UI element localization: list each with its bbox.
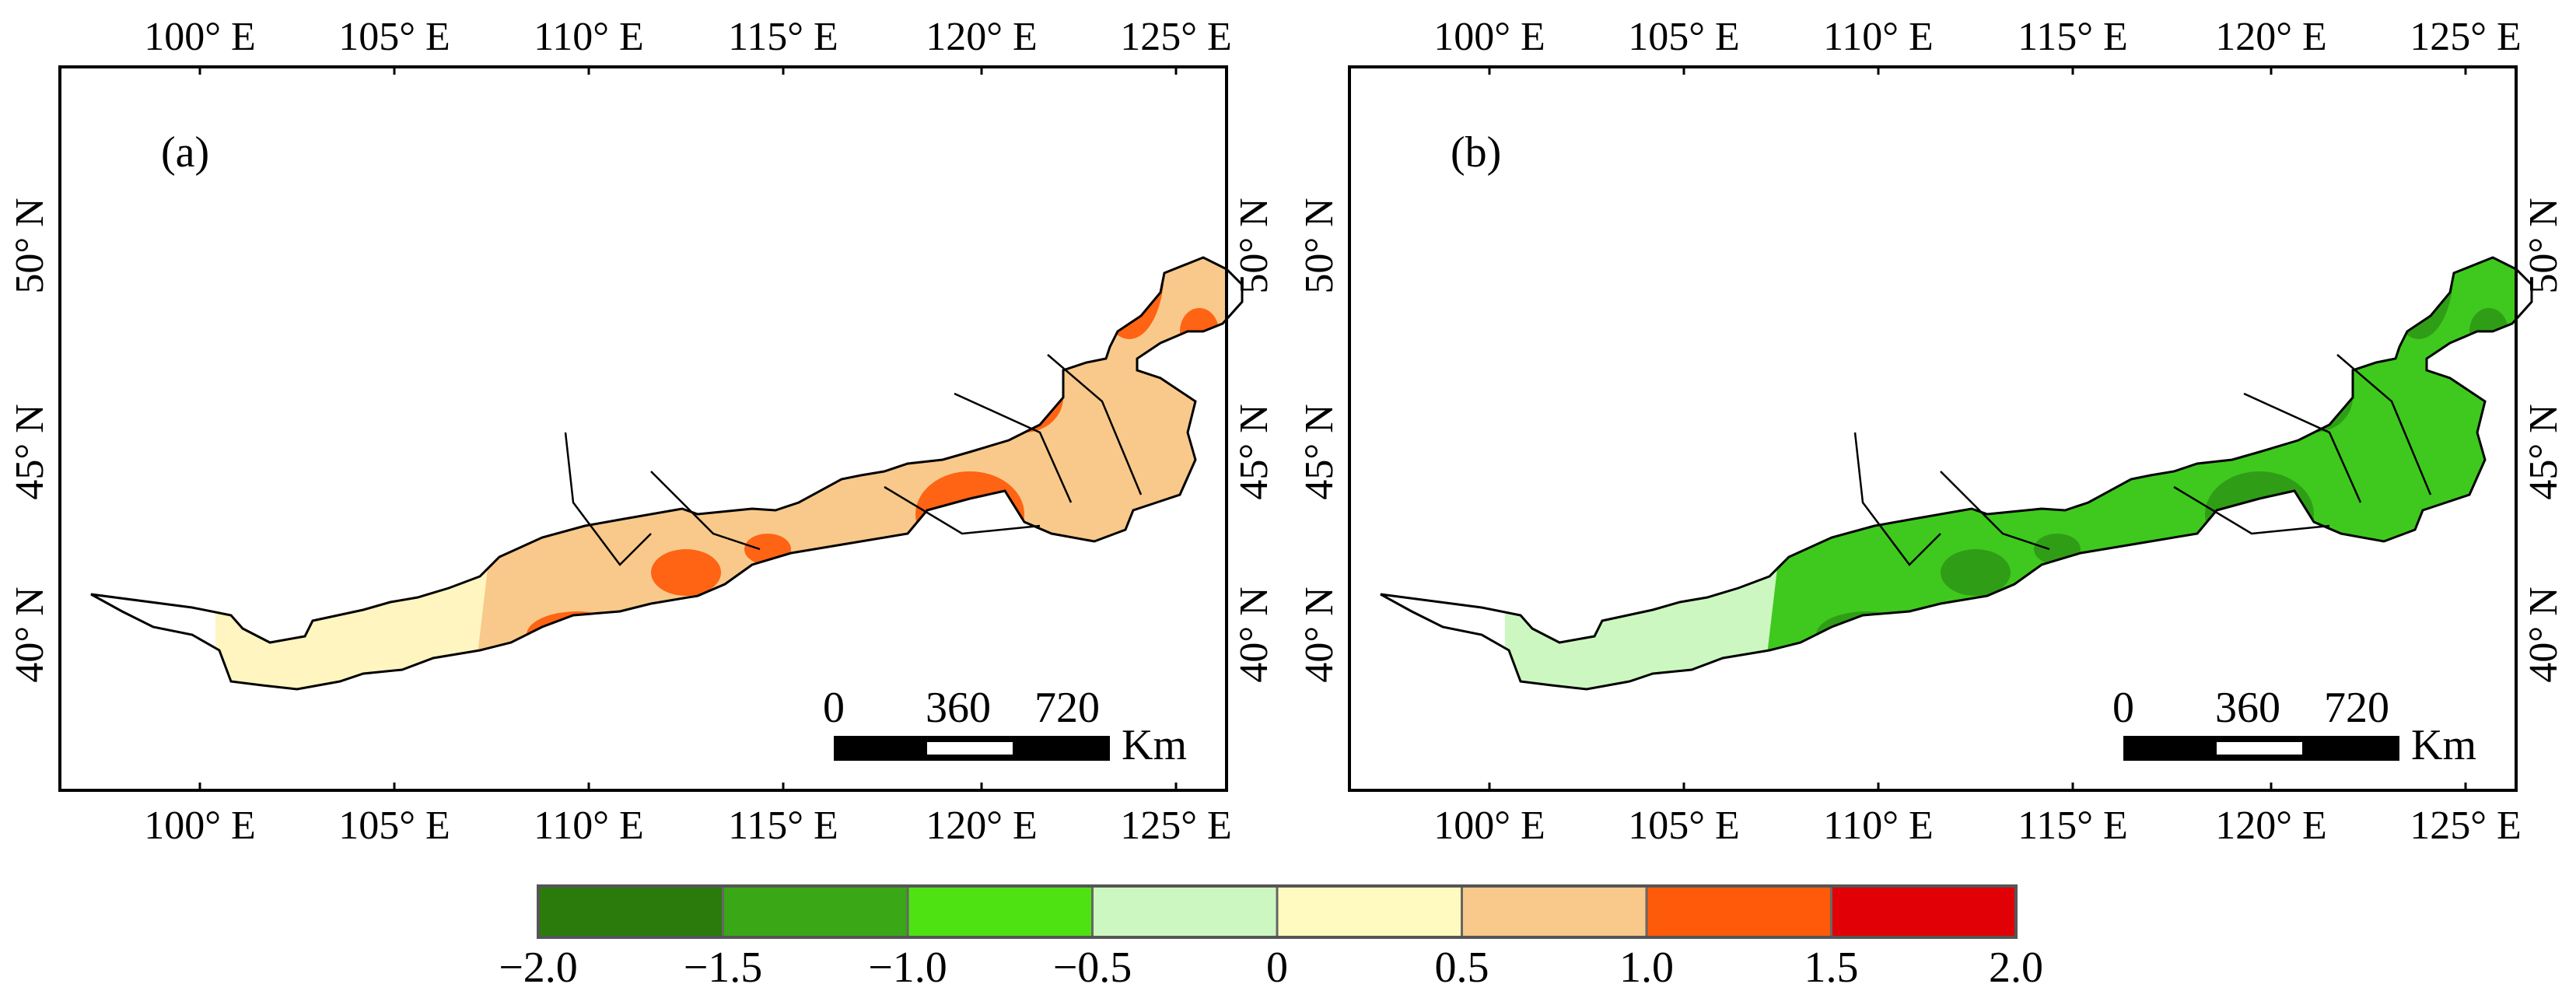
legend-swatch <box>1645 884 1832 939</box>
legend-swatch <box>906 884 1094 939</box>
legend-label: 0 <box>1266 944 1288 992</box>
lon-tick-bottom: 105° E <box>1628 804 1740 848</box>
province-boundary <box>1940 471 2050 551</box>
lon-tick-top: 120° E <box>926 15 1038 59</box>
lat-tick-left: 45° N <box>1297 404 1342 499</box>
legend-swatch <box>1461 884 1648 939</box>
province-boundary <box>954 392 1073 503</box>
panel-label: (a) <box>161 128 209 177</box>
lon-tick-bottom: 125° E <box>1120 804 1232 848</box>
province-boundary <box>1047 354 1143 495</box>
lat-tick-right: 45° N <box>1232 404 1276 499</box>
legend-border <box>537 884 2018 939</box>
lon-tick-bottom: 125° E <box>2410 804 2522 848</box>
lon-tick-top: 105° E <box>1628 15 1740 59</box>
lon-tick-bottom: 110° E <box>1823 804 1934 848</box>
scale-bar-label: 0 <box>2112 684 2134 732</box>
lon-tick-bottom: 115° E <box>728 804 838 848</box>
lat-tick-right: 40° N <box>1232 587 1276 682</box>
scale-bar-label: 360 <box>2215 684 2280 732</box>
province-boundary <box>1853 432 1941 566</box>
legend-label: 2.0 <box>1989 944 2043 992</box>
lon-tick-bottom: 115° E <box>2018 804 2128 848</box>
scale-bar-unit: Km <box>1122 721 1187 769</box>
lon-tick-bottom: 120° E <box>2215 804 2327 848</box>
lon-tick-top: 100° E <box>1433 15 1545 59</box>
legend-swatch <box>1091 884 1279 939</box>
lat-tick-left: 40° N <box>8 587 52 682</box>
legend-label: 1.5 <box>1804 944 1859 992</box>
lon-tick-bottom: 100° E <box>144 804 256 848</box>
lon-tick-top: 115° E <box>2018 15 2128 59</box>
lon-tick-top: 120° E <box>2215 15 2327 59</box>
lat-tick-left: 50° N <box>1297 198 1342 293</box>
legend-label: −1.5 <box>684 944 763 992</box>
scale-bar-segment <box>927 742 1013 755</box>
scale-bar-label: 360 <box>926 684 991 732</box>
scale-bar-unit: Km <box>2411 721 2476 769</box>
lon-tick-top: 115° E <box>728 15 838 59</box>
map-frame <box>58 65 1228 792</box>
lon-tick-top: 105° E <box>338 15 450 59</box>
legend-label: 0.5 <box>1435 944 1489 992</box>
lon-tick-top: 100° E <box>144 15 256 59</box>
province-boundary <box>2243 392 2362 503</box>
province-boundary <box>884 485 1041 535</box>
lon-tick-top: 125° E <box>2410 15 2522 59</box>
panel-b: (b) 100° E 100° E 105° E 105° E 110° E 110° E 1… <box>1297 15 2566 848</box>
lat-tick-right: 45° N <box>2522 404 2566 499</box>
lat-tick-right: 50° N <box>2522 198 2566 293</box>
lon-tick-top: 110° E <box>534 15 644 59</box>
scale-bar-label: 720 <box>1034 684 1100 732</box>
legend-swatch <box>537 884 724 939</box>
lon-tick-bottom: 110° E <box>534 804 644 848</box>
lat-tick-left: 45° N <box>8 404 52 499</box>
scale-bar-label: 720 <box>2324 684 2389 732</box>
legend-swatch <box>1830 884 2018 939</box>
legend-swatch <box>1276 884 1463 939</box>
panel-label: (b) <box>1451 128 1501 177</box>
legend-label: −0.5 <box>1053 944 1132 992</box>
lon-tick-top: 110° E <box>1823 15 1934 59</box>
scale-bar-label: 0 <box>823 684 845 732</box>
legend-swatch <box>722 884 909 939</box>
lon-tick-bottom: 100° E <box>1433 804 1545 848</box>
lon-tick-top: 125° E <box>1120 15 1232 59</box>
panel-a: (a) 100° E 100° E 105° E 105° E 110° E 110° E 1… <box>8 15 1276 848</box>
lat-tick-left: 50° N <box>8 198 52 293</box>
province-boundary <box>2173 485 2330 535</box>
legend-label: −1.0 <box>868 944 947 992</box>
province-boundary <box>2336 354 2432 495</box>
province-boundary <box>650 471 761 551</box>
lat-tick-right: 50° N <box>1232 198 1276 293</box>
province-boundary <box>564 432 652 566</box>
lat-tick-left: 40° N <box>1297 587 1342 682</box>
map-frame <box>1348 65 2518 792</box>
lat-tick-right: 40° N <box>2522 587 2566 682</box>
lon-tick-bottom: 105° E <box>338 804 450 848</box>
legend-label: −2.0 <box>499 944 578 992</box>
legend-label: 1.0 <box>1619 944 1674 992</box>
scale-bar-segment <box>2217 742 2302 755</box>
colorbar-legend: −2.0 −1.5 −1.0 −0.5 0 0.5 1.0 1.5 2.0 <box>499 884 2043 992</box>
lon-tick-bottom: 120° E <box>926 804 1038 848</box>
